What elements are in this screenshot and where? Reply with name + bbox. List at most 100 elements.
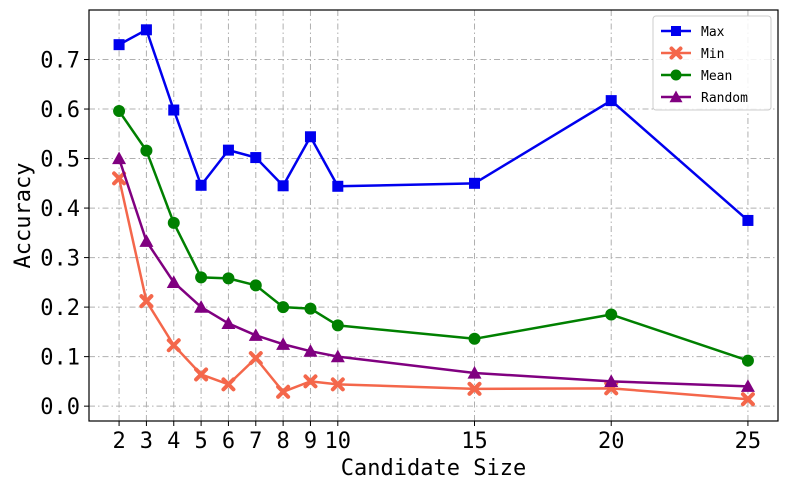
x-marker-stroke [330,377,345,392]
x-marker-stroke [467,381,482,396]
point-min [276,384,291,399]
point-min [166,338,181,353]
x-tick-label: 8 [276,429,289,454]
y-axis-label: Accuracy [11,163,36,269]
x-tick-label: 3 [140,429,153,454]
x-marker-stroke [669,46,683,60]
series-max [113,24,754,226]
legend-label: Random [701,91,748,106]
series-layer [112,24,755,407]
point-min [112,171,127,186]
point-random [604,374,619,387]
legend-item-max: Max [661,25,725,40]
x-tick-label: 5 [194,429,207,454]
y-tick-label: 0.4 [40,197,80,222]
series-line-mean [118,110,749,362]
point-mean [605,308,618,321]
point-mean [140,144,153,157]
x-tick-label: 9 [304,429,317,454]
legend-item-random: Random [661,90,748,106]
series-line-min [117,178,749,401]
x-tick-label: 15 [461,429,488,454]
point-max [195,179,207,191]
point-random [248,328,263,341]
point-random [112,151,127,165]
point-max [140,24,152,36]
y-tick-label: 0.5 [40,148,80,173]
point-mean [468,332,481,345]
point-random [194,300,209,313]
point-random [221,316,236,330]
y-tick-label: 0.2 [40,296,80,321]
point-mean [304,302,317,315]
point-max [742,214,754,226]
point-random [139,234,154,247]
series-line-max [118,28,749,222]
point-max [250,152,262,164]
x-marker-stroke [276,384,291,399]
point-min [194,367,209,382]
x-marker-stroke [139,294,154,309]
point-mean [167,216,180,229]
point-mean [222,272,235,285]
point-min [139,294,154,309]
point-mean [331,319,344,332]
y-tick-label: 0.1 [40,346,80,371]
point-min [248,351,263,366]
point-max [332,180,344,192]
x-marker-stroke [194,367,209,382]
y-tick-label: 0.6 [40,98,80,123]
point-max [277,180,289,192]
point-random [166,275,181,288]
point-random [467,365,482,379]
x-tick-label: 4 [167,429,180,454]
series-mean [113,105,754,367]
point-mean [741,354,754,367]
point-min [221,377,236,392]
series-random [112,151,755,392]
y-tick-label: 0.3 [40,247,80,272]
x-marker-stroke [303,374,318,389]
legend-label: Mean [701,69,732,84]
point-min [740,392,755,407]
plot-frame [88,9,779,422]
point-max [605,95,617,107]
series-line-random [117,158,748,388]
x-tick-label: 2 [112,429,125,454]
legend-item-mean: Mean [661,69,732,84]
point-mean [195,271,208,284]
y-tick-label: 0.7 [40,49,80,74]
x-tick-label: 6 [222,429,235,454]
legend-label: Max [701,25,725,40]
point-max [113,39,125,51]
legend-marker [671,26,681,36]
ticks: 2 3 4 5 6 7 8 9 10 15 20 25 0.0 0.1 0.2 0.3 0.4 0.5 0.6 0.7 [40,49,761,454]
point-min [467,381,482,396]
point-max [469,177,481,189]
y-tick-label: 0.0 [40,395,80,420]
legend-item-min: Min [661,46,724,62]
point-random [740,379,755,392]
point-mean [249,279,262,292]
x-tick-label: 10 [325,429,352,454]
legend-marker [669,90,683,103]
legend-box [652,15,772,111]
x-tick-label: 25 [735,429,762,454]
legend-label: Min [701,47,724,62]
x-marker-stroke [740,392,755,407]
x-marker-stroke [221,377,236,392]
point-mean [277,301,290,314]
point-mean [113,105,126,118]
legend-marker [669,46,683,60]
legend-marker [670,69,682,81]
x-marker-stroke [166,338,181,353]
series-min [112,171,755,407]
point-max [222,144,234,156]
x-marker-stroke [248,351,263,366]
x-tick-label: 20 [598,429,625,454]
x-tick-label: 7 [249,429,262,454]
point-max [168,104,180,116]
point-min [303,374,318,389]
point-random [303,344,318,357]
